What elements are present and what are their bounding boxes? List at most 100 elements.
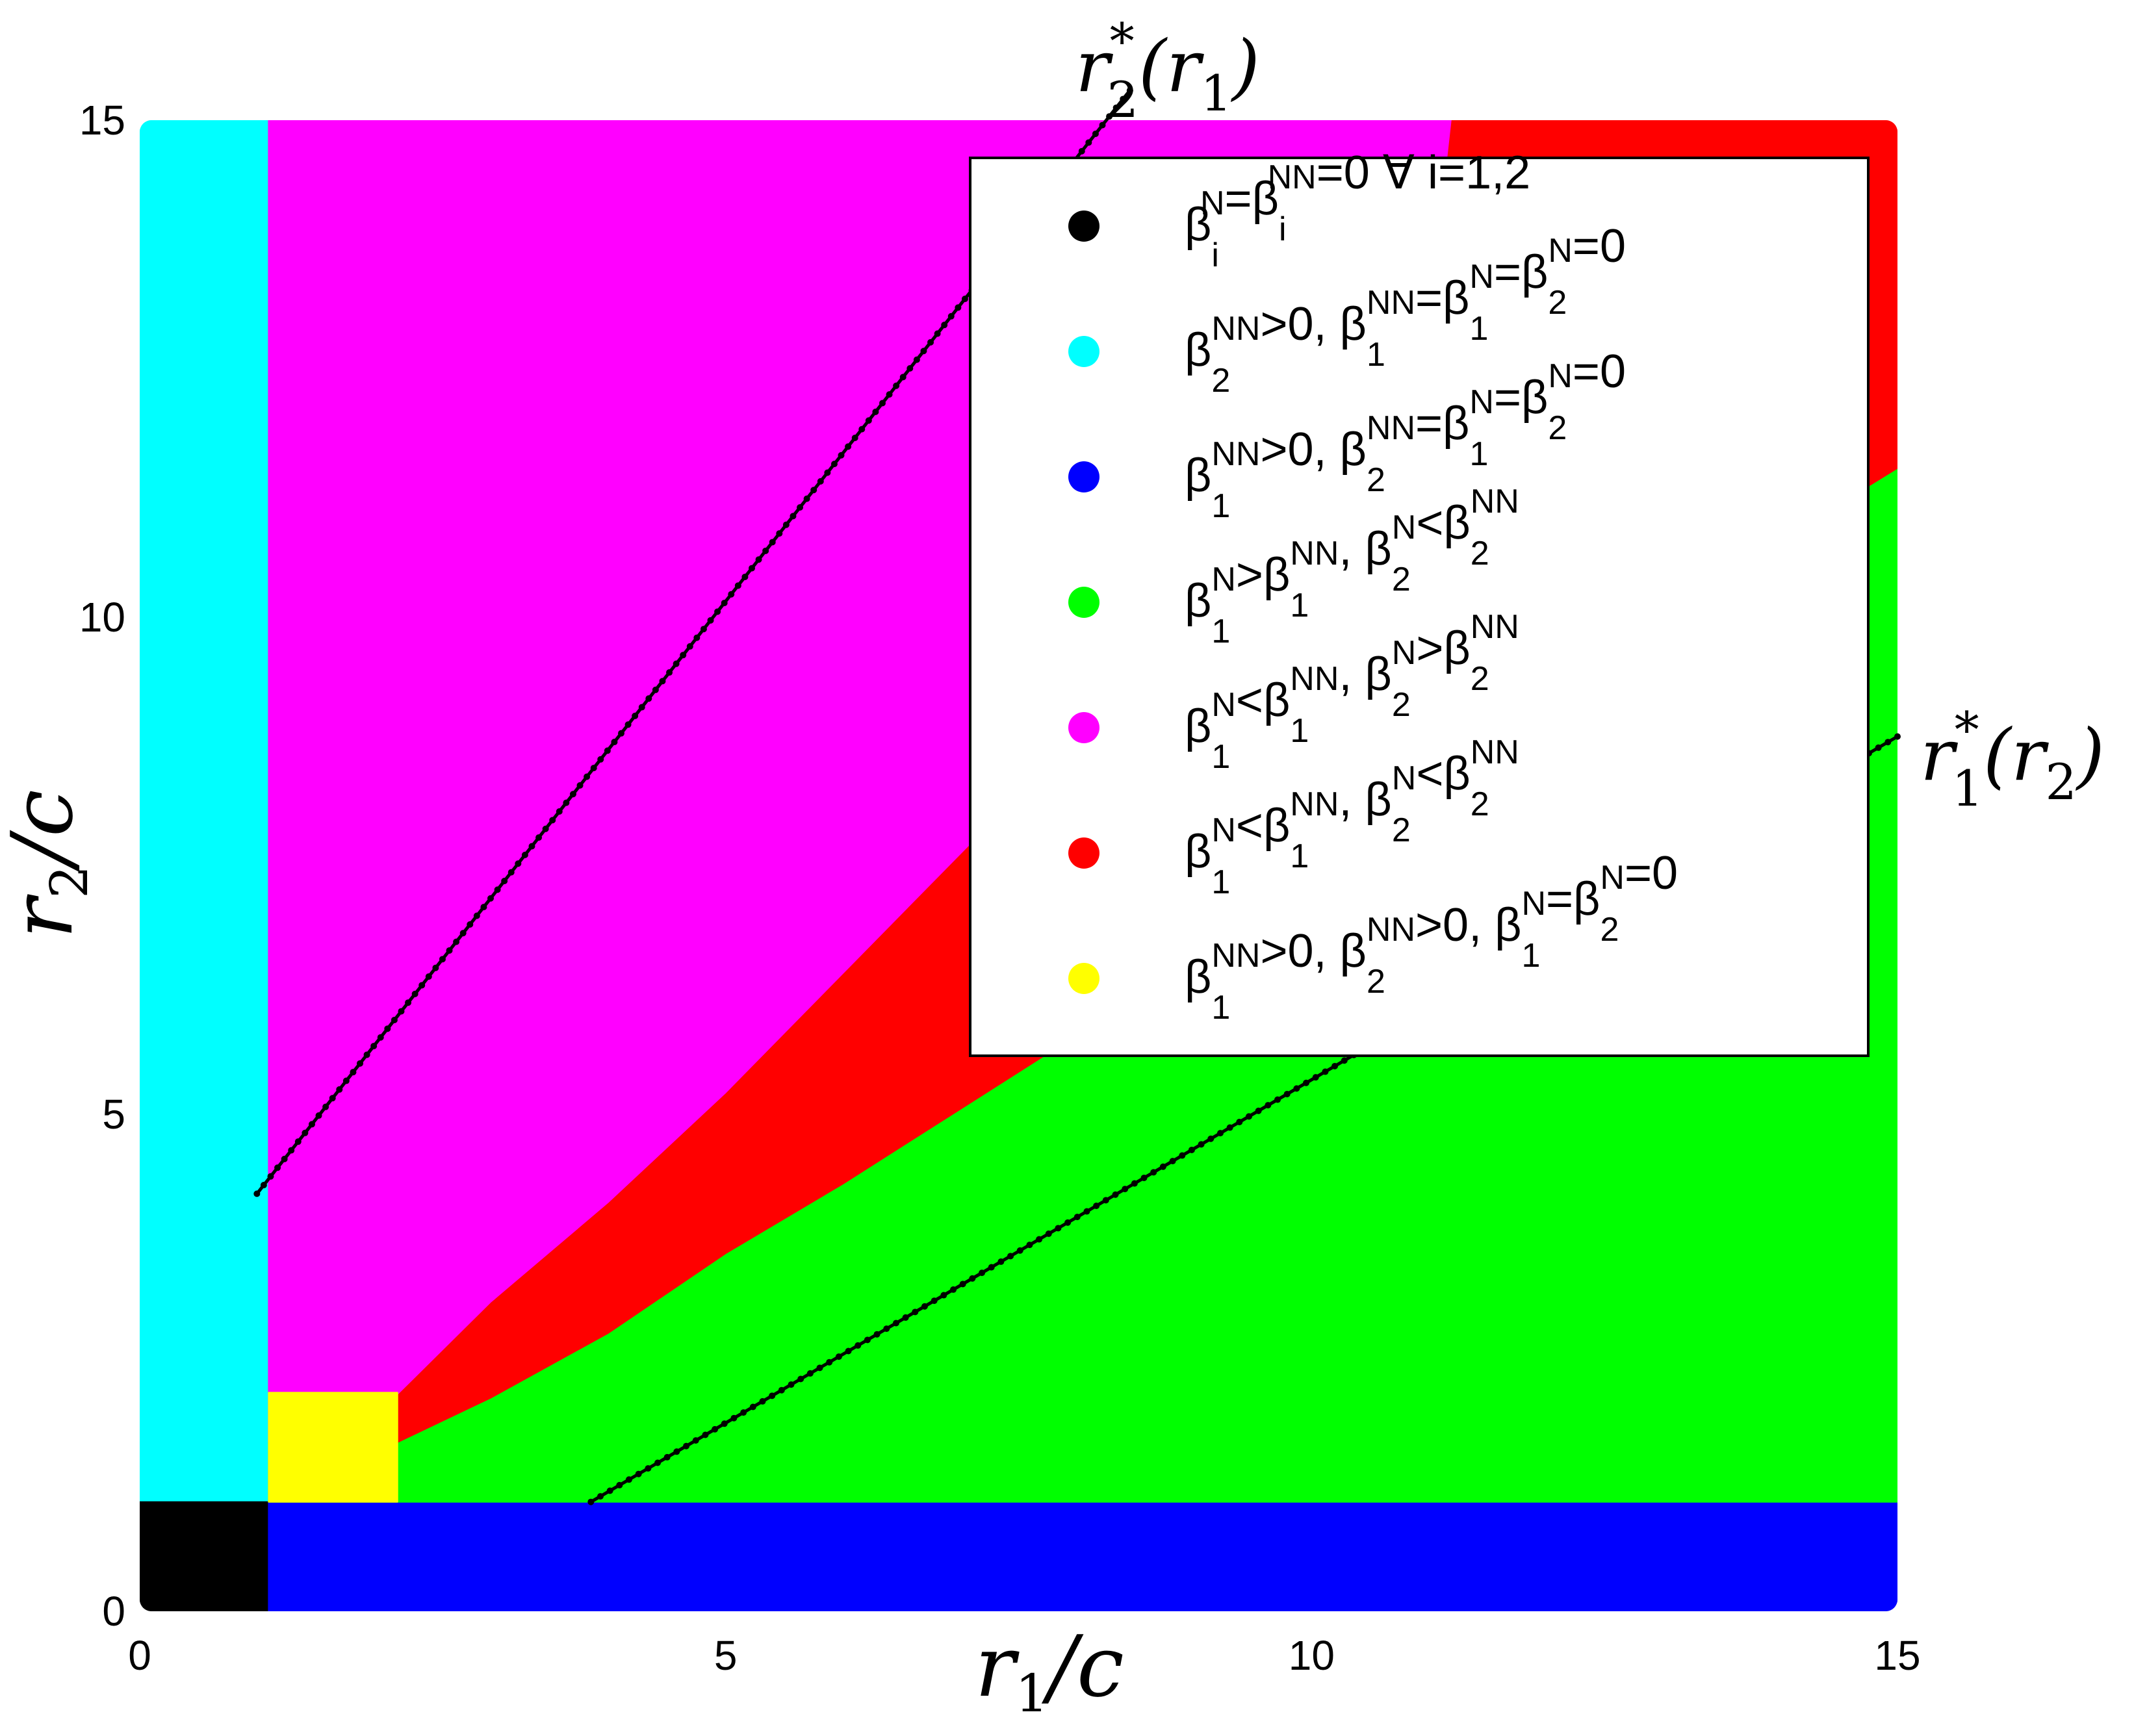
curve-2-marker	[1036, 1236, 1043, 1243]
curve-1-marker	[584, 773, 591, 780]
legend-entry-magenta: β1N<β1NN, β2N>β2NN	[1185, 608, 1519, 776]
legend-marker-red	[1068, 837, 1099, 869]
curve-2-marker	[1293, 1085, 1300, 1092]
curve-1-marker	[563, 799, 570, 806]
curve-1-marker	[260, 1182, 267, 1189]
curve-1-marker	[617, 730, 624, 737]
curve-1-marker	[762, 547, 769, 554]
curve-2-marker	[988, 1264, 995, 1271]
curve-2-marker	[1016, 1247, 1023, 1254]
legend-entry-blue: β1NN>0, β2NN=β1N=β2N=0	[1185, 346, 1626, 525]
curve-1-marker	[693, 634, 701, 641]
curve-1-marker	[879, 400, 886, 407]
curve-1-marker	[439, 956, 446, 963]
curve-1-marker	[336, 1086, 343, 1093]
curve-1-marker	[872, 408, 879, 415]
curve-1-marker	[748, 565, 755, 572]
curve-2-marker	[1894, 733, 1901, 740]
curve-1-marker	[501, 877, 508, 884]
curve-2-marker	[1283, 1090, 1291, 1097]
curve-1-marker	[927, 338, 934, 346]
curve-1-marker	[308, 1121, 315, 1128]
curve-1-marker	[480, 904, 487, 911]
legend-entry-yellow: β1NN>0, β2NN>0, β1N=β2N=0	[1185, 847, 1678, 1027]
curve-1-marker	[920, 348, 927, 355]
curve-2-marker	[1331, 1062, 1339, 1069]
curve-2-marker	[1188, 1146, 1195, 1153]
curve-1-marker	[350, 1069, 357, 1076]
curve-2-marker	[1312, 1074, 1319, 1081]
curve-2-marker	[1093, 1202, 1100, 1209]
curve-2-marker	[912, 1308, 919, 1316]
curve-2-marker	[663, 1453, 671, 1461]
curve-1-marker	[714, 608, 721, 615]
curve-2-marker	[816, 1364, 823, 1372]
curve-2-marker	[702, 1431, 709, 1438]
curve-2-marker	[1303, 1079, 1310, 1086]
curve-2-marker	[1236, 1118, 1243, 1125]
curve-2-marker	[921, 1303, 928, 1310]
curve-2-marker	[683, 1442, 690, 1449]
curve-1-marker	[707, 617, 714, 624]
curve-2-marker	[959, 1281, 966, 1288]
curve-1-marker	[1092, 130, 1099, 137]
curve-2-marker	[845, 1347, 852, 1355]
curve-1-marker	[294, 1138, 302, 1145]
y-tick-label: 0	[102, 1588, 125, 1635]
curve-1-marker	[405, 999, 412, 1006]
curve-1-marker	[467, 921, 474, 928]
curve-1-marker	[425, 973, 432, 980]
legend-marker-magenta	[1068, 712, 1099, 743]
curve-1-marker	[934, 330, 941, 337]
curve-2-marker	[1045, 1230, 1052, 1237]
curve-1-marker	[569, 791, 576, 798]
curve-1-marker	[528, 843, 535, 850]
curve-2-marker	[645, 1465, 652, 1472]
region-yellow	[268, 1392, 398, 1503]
y-tick-label: 10	[79, 594, 125, 641]
curve-2-marker	[673, 1448, 680, 1455]
legend-marker-cyan	[1068, 336, 1099, 367]
curve-1-marker	[673, 660, 680, 667]
y-axis-label: r2/c	[0, 789, 99, 939]
curve-1-marker	[281, 1155, 288, 1162]
curve-1-marker	[1085, 139, 1092, 146]
curve-2-marker	[749, 1403, 756, 1410]
curve-1-marker	[515, 860, 522, 867]
curve-1-marker	[947, 313, 955, 320]
curve-1-marker	[824, 469, 831, 476]
curve-2-marker	[1341, 1057, 1348, 1064]
curve-1-marker	[446, 947, 453, 954]
curve-2-marker	[1007, 1253, 1014, 1260]
curve-2-marker	[1216, 1130, 1224, 1137]
curve-2-marker	[1169, 1158, 1176, 1165]
curve-2-marker	[873, 1331, 881, 1338]
curve-1-marker	[776, 530, 783, 537]
legend-box	[969, 157, 1870, 1057]
x-tick-label: 15	[1874, 1632, 1920, 1679]
curve-1-marker	[638, 704, 645, 711]
curve-1-marker	[624, 721, 632, 728]
region-blue	[268, 1501, 1897, 1611]
curve-1-marker	[769, 539, 776, 546]
curve-2-marker	[1064, 1219, 1072, 1226]
curve-1-marker	[845, 443, 852, 450]
curve-1-marker	[459, 930, 467, 937]
curve-1-marker	[858, 426, 866, 433]
curve-1-marker	[521, 851, 528, 858]
curve-2-marker	[635, 1470, 642, 1477]
curve-1-marker	[906, 365, 914, 372]
curve-2-marker	[826, 1359, 833, 1366]
curve-1-marker	[728, 591, 735, 598]
curve-2-marker	[883, 1325, 890, 1333]
curve-1-marker	[734, 582, 741, 589]
curve-2-marker	[1875, 744, 1882, 751]
curve-1-marker	[494, 886, 501, 893]
curve-2-marker	[940, 1292, 947, 1299]
curve-1-marker	[1126, 87, 1133, 94]
curve-2-marker	[597, 1493, 604, 1500]
curve-1-marker	[576, 782, 584, 789]
curve-1-marker	[604, 747, 611, 754]
curve-1-marker	[886, 391, 893, 398]
curve-1-marker	[632, 712, 639, 719]
